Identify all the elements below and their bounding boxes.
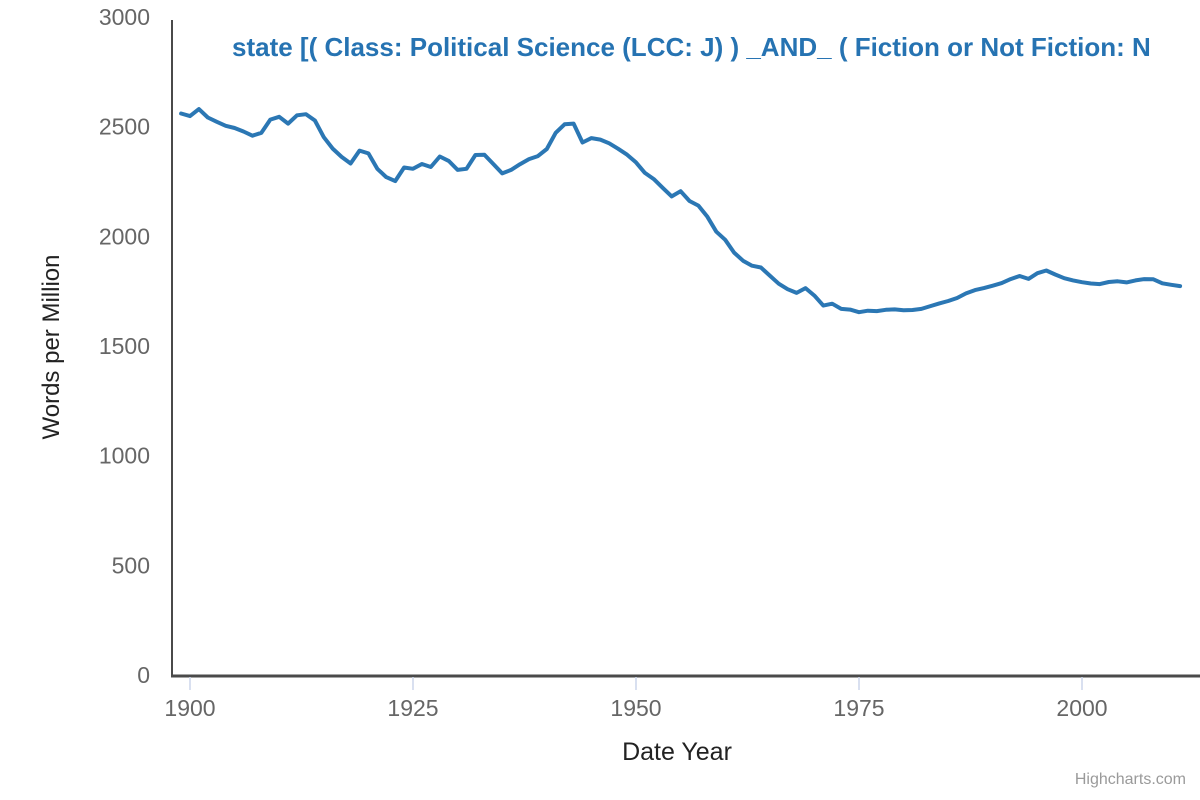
- x-tick-label: 1975: [833, 695, 884, 721]
- chart-title: state [( Class: Political Science (LCC: …: [232, 32, 1151, 62]
- y-tick-label: 500: [112, 552, 150, 578]
- x-tick-label: 2000: [1056, 695, 1107, 721]
- series-line-state[interactable]: [179, 107, 1183, 315]
- highcharts-credits-link[interactable]: Highcharts.com: [1074, 771, 1186, 788]
- y-tick-label: 3000: [99, 4, 150, 30]
- x-tick-label: 1950: [610, 695, 661, 721]
- x-axis-title: Date Year: [622, 738, 732, 766]
- x-tick-label: 1900: [164, 695, 215, 721]
- y-tick-label: 0: [137, 662, 150, 688]
- y-tick-label: 1000: [99, 443, 150, 469]
- y-tick-label: 2000: [99, 223, 150, 249]
- y-axis-title: Words per Million: [38, 254, 65, 440]
- y-tick-label: 1500: [99, 333, 150, 359]
- y-tick-label: 2500: [99, 114, 150, 140]
- x-tick-label: 1925: [387, 695, 438, 721]
